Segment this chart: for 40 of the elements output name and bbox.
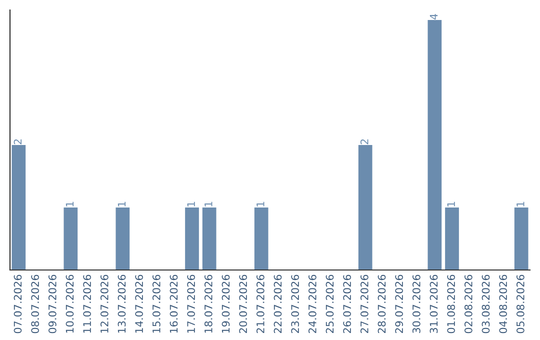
x-tick-label: 19.07.2026 <box>222 274 230 333</box>
data-label: 4 <box>430 14 438 20</box>
x-tick-label: 04.08.2026 <box>499 274 508 334</box>
x-tick-label: 09.07.2026 <box>48 274 56 334</box>
x-tick-label: 13.07.2026 <box>118 274 126 333</box>
data-label: 2 <box>360 139 368 144</box>
data-label: 1 <box>204 202 212 206</box>
data-label: 1 <box>447 202 455 206</box>
x-tick-label: 28.07.2026 <box>378 274 386 334</box>
x-tick-label: 11.07.2026 <box>83 274 92 333</box>
x-tick-label: 12.07.2026 <box>100 274 108 333</box>
data-label: 1 <box>187 202 195 206</box>
data-label: 1 <box>256 202 264 206</box>
x-tick-label: 10.07.2026 <box>66 274 74 333</box>
x-tick-label: 20.07.2026 <box>239 274 248 334</box>
data-label: 1 <box>118 202 126 206</box>
data-label: 1 <box>66 202 74 206</box>
x-tick-label: 27.07.2026 <box>360 274 368 334</box>
x-tick-label: 08.07.2026 <box>31 274 40 334</box>
x-tick-label: 18.07.2026 <box>204 274 212 333</box>
x-tick-label: 16.07.2026 <box>170 274 178 333</box>
x-tick-label: 24.07.2026 <box>308 274 316 334</box>
x-tick-label: 17.07.2026 <box>187 274 196 333</box>
x-tick-label: 15.07.2026 <box>152 274 160 333</box>
x-tick-label: 22.07.2026 <box>274 274 282 334</box>
data-label: 2 <box>14 139 22 144</box>
x-tick-label: 07.07.2026 <box>14 274 22 334</box>
x-tick-label: 26.07.2026 <box>343 274 352 334</box>
x-tick-label: 03.08.2026 <box>482 274 490 334</box>
x-tick-label: 05.08.2026 <box>516 274 524 334</box>
x-tick-label: 01.08.2026 <box>447 274 456 334</box>
x-tick-label: 29.07.2026 <box>395 274 404 334</box>
x-tick-label: 02.08.2026 <box>464 274 472 334</box>
x-tick-label: 25.07.2026 <box>326 274 334 334</box>
x-tick-label: 31.07.2026 <box>430 274 438 334</box>
x-tick-label: 14.07.2026 <box>135 274 144 333</box>
x-tick-label: 23.07.2026 <box>291 274 300 334</box>
x-tick-label: 21.07.2026 <box>256 274 264 334</box>
data-label: 1 <box>516 202 524 206</box>
x-tick-label: 30.07.2026 <box>412 274 420 334</box>
